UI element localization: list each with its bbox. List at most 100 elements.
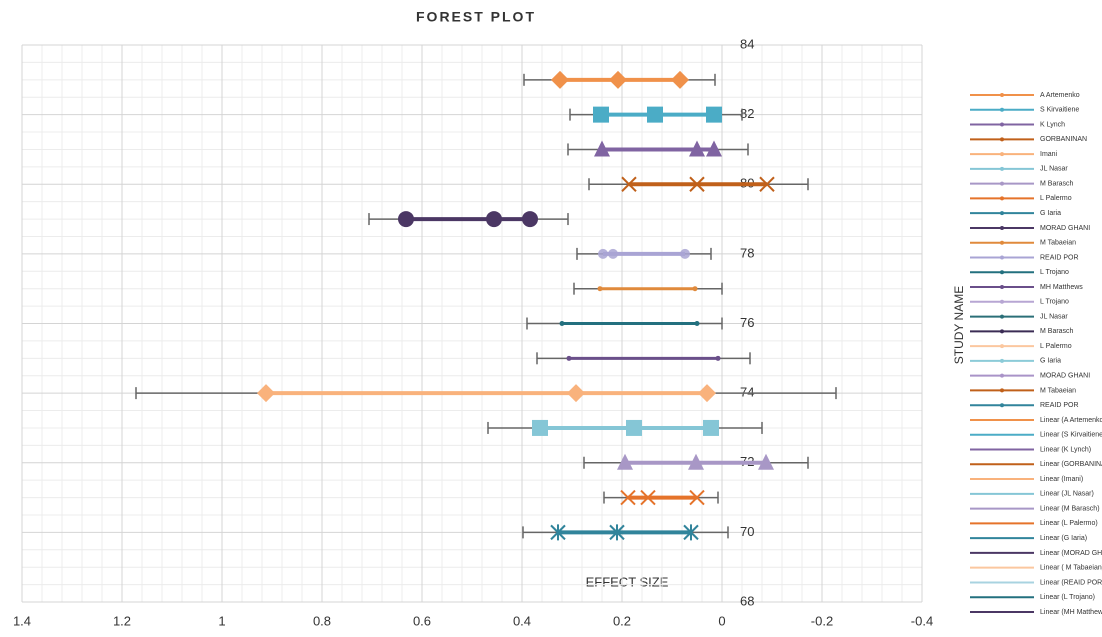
y-tick-label: 78: [740, 245, 754, 260]
legend-swatch: [1000, 344, 1004, 348]
marker: [626, 420, 642, 436]
legend-swatch: [1000, 315, 1004, 319]
legend-swatch: [1000, 388, 1004, 392]
x-tick-label: -0.2: [811, 613, 833, 628]
marker: [598, 249, 608, 259]
legend-swatch: [1000, 182, 1004, 186]
legend-label: Linear (GORBANINAN): [1040, 461, 1102, 468]
y-tick-label: 70: [740, 524, 754, 539]
legend-label: M Barasch: [1040, 328, 1074, 335]
legend-label: Linear (JL Nasar): [1040, 491, 1094, 498]
grid: [22, 45, 922, 602]
legend-swatch: [1000, 226, 1004, 230]
legend-label: MORAD GHANI: [1040, 225, 1090, 232]
marker: [609, 71, 627, 89]
marker: [560, 321, 565, 326]
marker: [532, 420, 548, 436]
legend-label: REAID POR: [1040, 402, 1079, 409]
legend-label: Imani: [1040, 151, 1058, 158]
legend-swatch: [1000, 359, 1004, 363]
legend-swatch: [1000, 255, 1004, 259]
legend-label: Linear (MORAD GHANI): [1040, 550, 1102, 557]
marker: [716, 356, 721, 361]
legend-label: K Lynch: [1040, 121, 1065, 128]
legend-swatch: [1000, 403, 1004, 407]
legend-label: Linear (M Barasch): [1040, 505, 1100, 512]
legend-swatch: [1000, 285, 1004, 289]
legend-swatch: [1000, 167, 1004, 171]
legend-swatch: [1000, 270, 1004, 274]
marker: [567, 356, 572, 361]
marker: [703, 420, 719, 436]
legend-swatch: [1000, 374, 1004, 378]
marker: [398, 211, 414, 227]
marker: [598, 286, 603, 291]
marker: [257, 384, 275, 402]
chart: FOREST PLOT EFFECT SIZE STUDY NAME 1.4 1.…: [0, 0, 1102, 637]
x-tick-label: 1: [218, 613, 225, 628]
x-tick-label: 0.6: [413, 613, 431, 628]
x-tick-label: 0.2: [613, 613, 631, 628]
chart-title: FOREST PLOT: [416, 9, 536, 25]
y-tick-label: 68: [740, 593, 754, 608]
legend-label: L Palermo: [1040, 195, 1072, 202]
legend-label: GORBANINAN: [1040, 136, 1087, 143]
marker: [680, 249, 690, 259]
marker: [486, 211, 502, 227]
legend-swatch: [1000, 241, 1004, 245]
marker: [647, 107, 663, 123]
marker: [593, 107, 609, 123]
y-axis-label: STUDY NAME: [952, 286, 966, 364]
legend-swatch: [1000, 211, 1004, 215]
legend-label: L Trojano: [1040, 299, 1069, 306]
marker: [695, 321, 700, 326]
legend-label: Linear (Imani): [1040, 476, 1083, 483]
x-axis-label: EFFECT SIZE: [586, 574, 669, 589]
marker: [522, 211, 538, 227]
legend-label: MORAD GHANI: [1040, 373, 1090, 380]
x-tick-label: 0.4: [513, 613, 531, 628]
legend-label: S Kirvaitiene: [1040, 107, 1079, 114]
legend-swatch: [1000, 93, 1004, 97]
legend-swatch: [1000, 137, 1004, 141]
legend-swatch: [1000, 152, 1004, 156]
legend-label: L Palermo: [1040, 343, 1072, 350]
x-tick-label: 0: [718, 613, 725, 628]
legend-label: Linear (A Artemenko): [1040, 417, 1102, 424]
marker: [551, 71, 569, 89]
legend-swatch: [1000, 329, 1004, 333]
legend-label: M Tabaeian: [1040, 240, 1076, 247]
marker: [698, 384, 716, 402]
x-tick-label: 1.2: [113, 613, 131, 628]
legend-label: JL Nasar: [1040, 166, 1068, 173]
marker: [693, 286, 698, 291]
legend-label: Linear (K Lynch): [1040, 446, 1091, 453]
legend-label: M Tabaeian: [1040, 387, 1076, 394]
marker: [706, 107, 722, 123]
legend-label: G Iaria: [1040, 210, 1061, 217]
legend-label: Linear (S Kirvaitiene): [1040, 432, 1102, 439]
legend-label: L Trojano: [1040, 269, 1069, 276]
legend-label: REAID POR: [1040, 254, 1079, 261]
legend-label: M Barasch: [1040, 180, 1074, 187]
legend-label: Linear (L Palermo): [1040, 520, 1098, 527]
legend-label: A Artemenko: [1040, 92, 1080, 99]
legend-swatch: [1000, 196, 1004, 200]
y-tick-label: 84: [740, 36, 754, 51]
legend-swatch: [1000, 300, 1004, 304]
y-tick-label: 74: [740, 385, 754, 400]
marker: [608, 249, 618, 259]
legend-label: Linear (REAID POR): [1040, 579, 1102, 586]
x-tick-label: 1.4: [13, 613, 31, 628]
legend-label: Linear (L Trojano): [1040, 594, 1095, 601]
legend-label: Linear ( M Tabaeian): [1040, 565, 1102, 572]
legend-label: JL Nasar: [1040, 313, 1068, 320]
x-tick-label: -0.4: [911, 613, 933, 628]
marker: [671, 71, 689, 89]
legend-label: MH Matthews: [1040, 284, 1083, 291]
legend-swatch: [1000, 123, 1004, 127]
legend-label: Linear (MH Matthews ): [1040, 609, 1102, 616]
legend-swatch: [1000, 108, 1004, 112]
y-tick-label: 76: [740, 315, 754, 330]
legend-label: G Iaria: [1040, 358, 1061, 365]
